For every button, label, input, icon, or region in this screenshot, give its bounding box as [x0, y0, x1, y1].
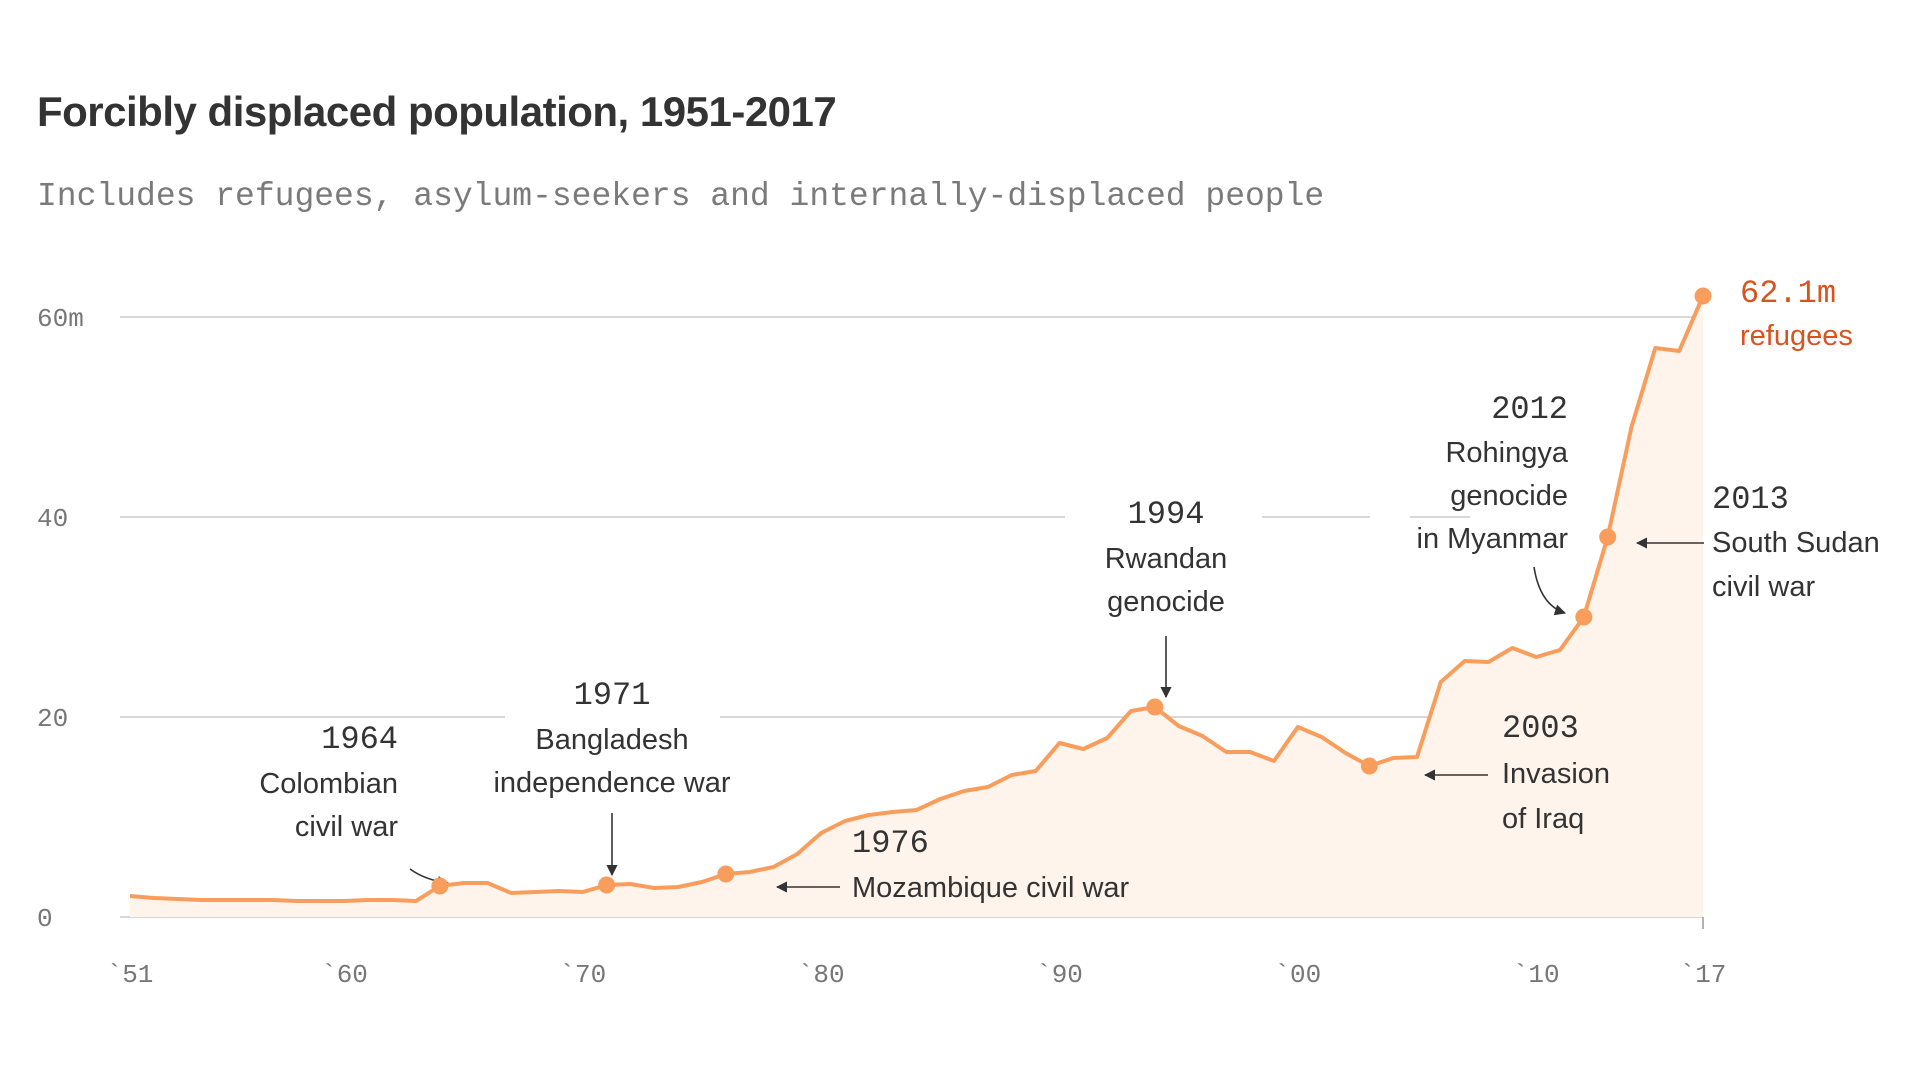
data-point-2003 — [1360, 757, 1378, 775]
annotation-text-1976-0: Mozambique civil war — [852, 872, 1130, 904]
annotation-year-2003: 2003 — [1502, 710, 1579, 747]
annotation-text-1964-0: Colombian — [259, 768, 398, 800]
x-tick-label-1951: `51 — [107, 960, 154, 990]
annotation-text-1994-1: genocide — [1107, 586, 1225, 618]
annotation-year-1971: 1971 — [574, 677, 651, 714]
annotation-text-2013-1: civil war — [1712, 571, 1815, 603]
chart-subtitle: Includes refugees, asylum-seekers and in… — [37, 178, 1325, 215]
annotation-text-2012-2: in Myanmar — [1417, 523, 1569, 555]
x-tick-label-1970: `70 — [559, 960, 606, 990]
y-tick-label-60: 60m — [37, 304, 84, 334]
annotations: 1964 Colombian civil war 1971 Bangladesh inde… — [259, 391, 1879, 904]
annotation-1994: 1994 Rwandan genocide — [1105, 496, 1228, 699]
x-tick-label-1990: `90 — [1036, 960, 1083, 990]
annotation-text-2013-0: South Sudan — [1712, 527, 1880, 559]
y-tick-label-0: 0 — [37, 904, 53, 934]
series-line — [129, 295, 1705, 903]
annotation-text-1964-1: civil war — [295, 811, 398, 843]
data-point-1964 — [431, 877, 449, 895]
chart-title: Forcibly displaced population, 1951-2017 — [37, 88, 837, 135]
annotation-year-1964: 1964 — [321, 721, 398, 758]
highlight-points — [431, 287, 1712, 895]
x-tick-label-2017: `17 — [1680, 960, 1727, 990]
annotation-2003: 2003 Invasion of Iraq — [1423, 710, 1610, 835]
y-tick-label-40: 40 — [37, 504, 68, 534]
area-fill-group — [130, 296, 1703, 917]
annotation-text-2012-0: Rohingya — [1445, 437, 1568, 469]
y-tick-label-20: 20 — [37, 704, 68, 734]
x-tick-label-2010: `10 — [1513, 960, 1560, 990]
annotation-year-2013: 2013 — [1712, 481, 1789, 518]
annotation-text-2003-1: of Iraq — [1502, 803, 1584, 835]
annotation-1976: 1976 Mozambique civil war — [775, 825, 1130, 904]
annotation-text-1994-0: Rwandan — [1105, 543, 1228, 575]
final-value-caption: refugees — [1740, 320, 1853, 352]
data-point-2017 — [1694, 287, 1712, 305]
annotation-year-1976: 1976 — [852, 825, 929, 862]
annotation-text-2003-0: Invasion — [1502, 758, 1610, 790]
annotation-2012: 2012 Rohingya genocide in Myanmar — [1417, 391, 1569, 616]
area-fill — [130, 296, 1703, 917]
annotation-text-2012-1: genocide — [1450, 480, 1568, 512]
data-point-2013 — [1599, 528, 1617, 546]
annotation-1964: 1964 Colombian civil war — [259, 721, 450, 888]
data-point-1994 — [1146, 698, 1164, 716]
data-point-1971 — [598, 876, 616, 894]
x-tick-label-2000: `00 — [1274, 960, 1321, 990]
final-value-label: 62.1m — [1740, 275, 1836, 312]
annotation-2013: 2013 South Sudan civil war — [1635, 481, 1880, 603]
annotation-1971: 1971 Bangladesh independence war — [493, 677, 731, 877]
x-tick-label-1960: `60 — [321, 960, 368, 990]
series-line-group — [129, 295, 1705, 903]
annotation-year-2012: 2012 — [1491, 391, 1568, 428]
axis-ticks: 0 20 40 60m `51 `60 `70 `80 `90 `00 `10 `17 — [37, 304, 1726, 990]
x-tick-label-1980: `80 — [798, 960, 845, 990]
data-point-2012 — [1575, 608, 1593, 626]
final-label-group: 62.1m refugees — [1740, 275, 1853, 352]
annotation-text-1971-0: Bangladesh — [535, 724, 688, 756]
data-point-1976 — [717, 865, 735, 883]
annotation-arrow-2012 — [1533, 566, 1567, 616]
annotation-text-1971-1: independence war — [493, 767, 730, 799]
annotation-year-1994: 1994 — [1128, 496, 1205, 533]
